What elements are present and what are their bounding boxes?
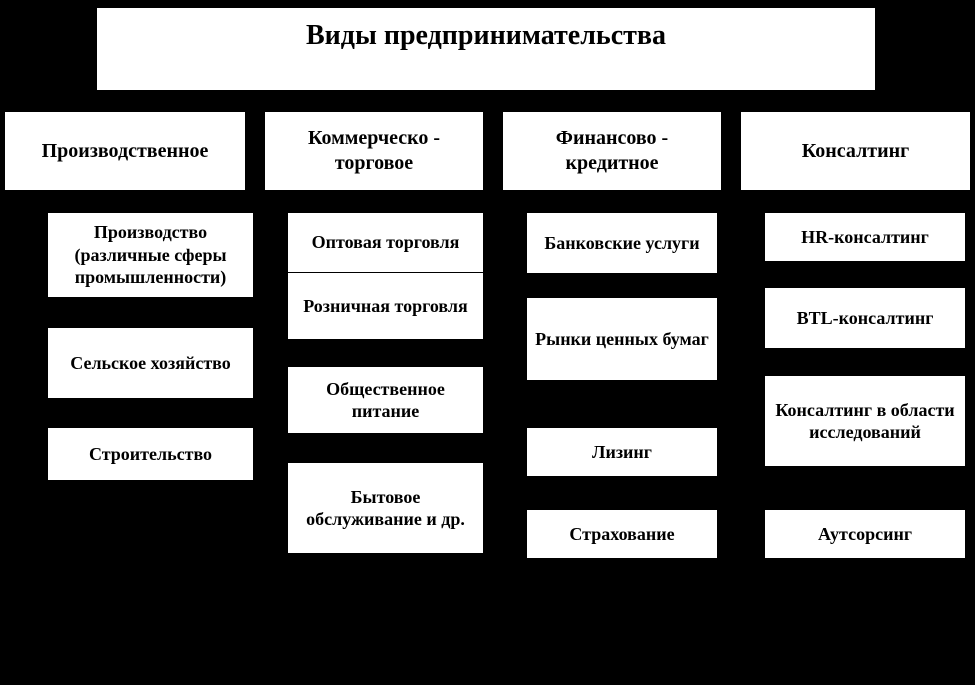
category-production: Производственное <box>5 112 245 190</box>
leaf-catering: Общественное питание <box>288 367 483 433</box>
leaf-banking: Банковские услуги <box>527 213 717 273</box>
leaf-research-consulting: Консалтинг в области исследований <box>765 376 965 466</box>
leaf-construction: Строительство <box>48 428 253 480</box>
leaf-household-services: Бытовое обслуживание и др. <box>288 463 483 553</box>
leaf-retail: Розничная торговля <box>288 273 483 339</box>
leaf-production-industry: Производство (различные сферы промышленн… <box>48 213 253 297</box>
leaf-btl-consulting: BTL-консалтинг <box>765 288 965 348</box>
leaf-leasing: Лизинг <box>527 428 717 476</box>
leaf-outsourcing: Аутсорсинг <box>765 510 965 558</box>
leaf-wholesale: Оптовая торговля <box>288 213 483 273</box>
category-commercial: Коммерческо - торговое <box>265 112 483 190</box>
root-title: Виды предпринимательства <box>97 8 875 90</box>
category-financial: Финансово - кредитное <box>503 112 721 190</box>
leaf-insurance: Страхование <box>527 510 717 558</box>
category-consulting: Консалтинг <box>741 112 970 190</box>
leaf-securities: Рынки ценных бумаг <box>527 298 717 380</box>
leaf-hr-consulting: HR-консалтинг <box>765 213 965 261</box>
leaf-agriculture: Сельское хозяйство <box>48 328 253 398</box>
